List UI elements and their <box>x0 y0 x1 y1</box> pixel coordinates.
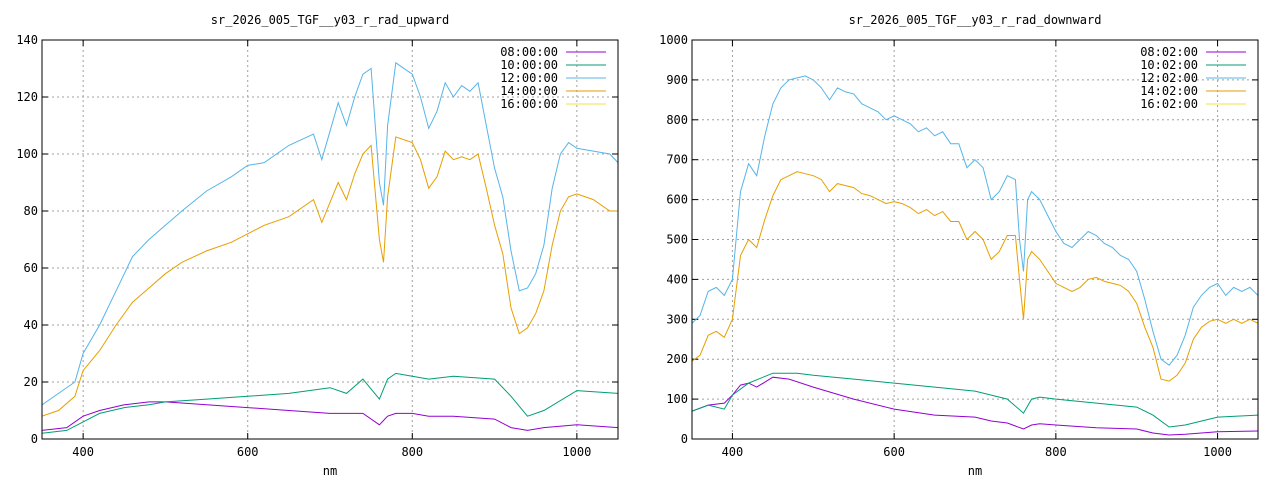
legend-label: 12:00:00 <box>500 71 558 85</box>
series-line <box>42 61 618 406</box>
plot-frame <box>41 39 619 440</box>
x-tick-label: 400 <box>72 445 94 459</box>
y-tick-label: 0 <box>681 432 688 446</box>
y-tick-label: 600 <box>666 193 688 207</box>
legend-label: 16:00:00 <box>500 97 558 111</box>
x-tick-label: 600 <box>883 445 905 459</box>
y-tick-label: 100 <box>666 392 688 406</box>
y-tick-label: 100 <box>16 147 38 161</box>
y-tick-label: 40 <box>24 318 38 332</box>
legend-label: 08:02:00 <box>1140 45 1198 59</box>
y-tick-label: 60 <box>24 261 38 275</box>
series-line <box>692 75 1258 366</box>
y-tick-label: 1000 <box>659 33 688 47</box>
plot-frame <box>691 39 1259 440</box>
series-line <box>692 372 1258 428</box>
y-tick-label: 80 <box>24 204 38 218</box>
series-line <box>42 401 618 431</box>
x-tick-label: 1000 <box>1203 445 1232 459</box>
legend-label: 16:02:00 <box>1140 97 1198 111</box>
y-tick-label: 700 <box>666 153 688 167</box>
y-tick-label: 900 <box>666 73 688 87</box>
x-axis-label: nm <box>323 464 337 478</box>
series-line <box>692 171 1258 382</box>
y-tick-label: 800 <box>666 113 688 127</box>
legend-label: 10:02:00 <box>1140 58 1198 72</box>
legend-label: 12:02:00 <box>1140 71 1198 85</box>
x-tick-label: 600 <box>237 445 259 459</box>
chart-title: sr_2026_005_TGF__y03_r_rad_downward <box>849 13 1102 27</box>
legend-label: 14:02:00 <box>1140 84 1198 98</box>
x-axis-label: nm <box>968 464 982 478</box>
chart-title: sr_2026_005_TGF__y03_r_rad_upward <box>211 13 449 27</box>
y-tick-label: 300 <box>666 312 688 326</box>
x-tick-label: 400 <box>722 445 744 459</box>
y-tick-label: 120 <box>16 90 38 104</box>
upward-radiance-chart: sr_2026_005_TGF__y03_r_rad_upward nm 400… <box>16 13 619 478</box>
y-tick-label: 400 <box>666 272 688 286</box>
y-tick-label: 0 <box>31 432 38 446</box>
x-tick-label: 800 <box>1045 445 1067 459</box>
downward-radiance-chart: sr_2026_005_TGF__y03_r_rad_downward nm 4… <box>659 13 1259 478</box>
y-tick-label: 500 <box>666 233 688 247</box>
x-tick-label: 800 <box>401 445 423 459</box>
y-tick-label: 200 <box>666 352 688 366</box>
y-tick-label: 140 <box>16 33 38 47</box>
x-tick-label: 1000 <box>562 445 591 459</box>
series-line <box>692 376 1258 436</box>
legend-label: 14:00:00 <box>500 84 558 98</box>
series-line <box>42 136 618 417</box>
series-line <box>42 372 618 434</box>
legend-label: 08:00:00 <box>500 45 558 59</box>
y-tick-label: 20 <box>24 375 38 389</box>
legend-label: 10:00:00 <box>500 58 558 72</box>
